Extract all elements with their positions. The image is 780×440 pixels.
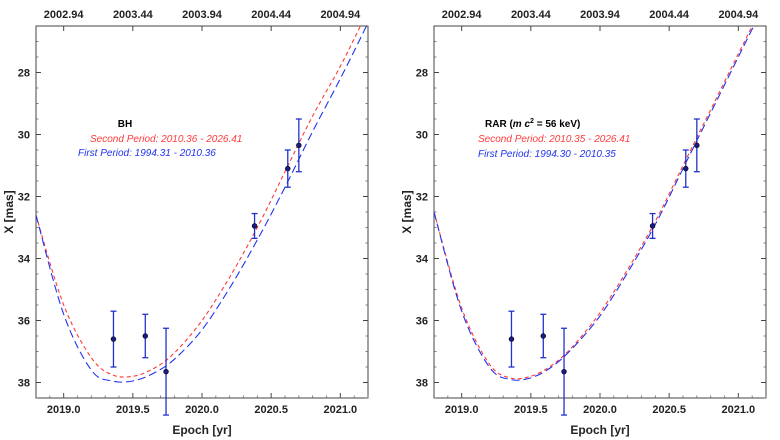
y-tick-label: 32 [416, 192, 428, 204]
data-point [694, 142, 700, 149]
y-tick-label: 32 [18, 192, 30, 204]
annotation-title-rest: = 56 keV) [534, 119, 580, 130]
first-period-curve [36, 26, 368, 383]
tick-labels: 2019.0 2019.5 2020.0 2020.5 2021.0 2002.94 200… [18, 9, 361, 416]
data-point [285, 165, 291, 172]
x-tick-label: 2019.5 [116, 404, 150, 416]
top-tick-label: 2003.44 [113, 9, 154, 21]
x-tick-label: 2020.0 [583, 404, 617, 416]
data-point [142, 333, 148, 339]
data-point [540, 333, 546, 339]
data-point [683, 165, 689, 172]
y-tick-label: 38 [18, 378, 30, 390]
tick-marks [434, 26, 767, 399]
data-point [649, 223, 656, 229]
annotation-second-period: Second Period: 2010.35 - 2026.41 [478, 134, 630, 145]
x-tick-label: 2020.5 [652, 404, 686, 416]
top-tick-label: 2004.44 [649, 9, 690, 21]
x-tick-label: 2021.0 [722, 404, 756, 416]
data-point [508, 336, 515, 342]
plot-frame [35, 25, 369, 399]
y-tick-label: 36 [18, 316, 30, 328]
annotation-title: BH [118, 119, 132, 130]
tick-marks [36, 26, 369, 399]
y-tick-label: 36 [416, 316, 428, 328]
data-point [110, 336, 117, 342]
annotation-title-text: RAR ( [485, 119, 513, 130]
panel-rar: 2019.0 2019.5 2020.0 2020.5 2021.0 2002.94 200… [400, 9, 767, 437]
top-tick-label: 2004.94 [718, 9, 759, 21]
data-points [508, 118, 700, 416]
top-tick-label: 2003.94 [580, 9, 621, 21]
annotation-first-period: First Period: 1994.31 - 2010.36 [78, 148, 216, 159]
tick-labels: 2019.0 2019.5 2020.0 2020.5 2021.0 2002.94 200… [416, 9, 759, 416]
y-tick-label: 34 [416, 254, 429, 266]
top-tick-label: 2002.94 [44, 9, 85, 21]
curves [36, 26, 368, 383]
top-tick-label: 2003.44 [511, 9, 552, 21]
x-axis-label: Epoch [yr] [172, 423, 231, 437]
y-tick-label: 28 [416, 68, 428, 80]
x-tick-label: 2021.0 [324, 404, 358, 416]
top-tick-label: 2003.94 [182, 9, 223, 21]
annotation-second-period: Second Period: 2010.36 - 2026.41 [90, 134, 242, 145]
x-tick-label: 2020.0 [185, 404, 219, 416]
second-period-curve [36, 26, 362, 378]
second-period-curve [434, 26, 753, 380]
y-tick-label: 28 [18, 68, 30, 80]
y-axis-label: X [mas] [2, 190, 16, 233]
data-point [163, 368, 169, 375]
data-point [251, 223, 258, 229]
panel-bh: 2019.0 2019.5 2020.0 2020.5 2021.0 2002.94 200… [2, 9, 369, 437]
y-tick-label: 30 [416, 130, 428, 142]
y-tick-label: 30 [18, 130, 30, 142]
annotation-first-period: First Period: 1994.30 - 2010.35 [478, 149, 616, 160]
top-tick-label: 2002.94 [442, 9, 483, 21]
x-tick-label: 2019.0 [47, 404, 81, 416]
data-point [561, 368, 567, 375]
annotation-title-exp: 2 [530, 118, 534, 125]
data-points [110, 118, 302, 416]
y-tick-label: 38 [416, 378, 428, 390]
y-axis-label: X [mas] [400, 190, 414, 233]
plot-frame [433, 25, 767, 399]
top-tick-label: 2004.94 [320, 9, 361, 21]
annotation-title: RAR (m c2 = 56 keV) [485, 118, 580, 130]
y-tick-label: 34 [18, 254, 31, 266]
x-axis-label: Epoch [yr] [570, 423, 629, 437]
first-period-curve [434, 26, 755, 381]
x-tick-label: 2019.0 [445, 404, 479, 416]
data-point [296, 142, 302, 149]
curves [434, 26, 755, 381]
annotation-title-m: m c [513, 119, 531, 130]
x-tick-label: 2019.5 [514, 404, 548, 416]
top-tick-label: 2004.44 [251, 9, 292, 21]
x-tick-label: 2020.5 [254, 404, 288, 416]
